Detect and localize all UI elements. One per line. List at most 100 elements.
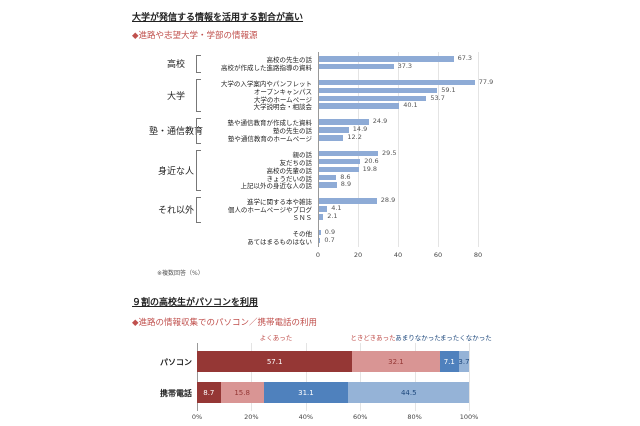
bar-label: 高校の先輩の話	[266, 166, 313, 175]
headline-2: ９割の高校生がパソコンを利用	[132, 298, 259, 308]
bar-label: 塾や通信教育のホームページ	[227, 135, 312, 143]
bar-label: 個人のホームページやブログ	[227, 206, 312, 215]
bar-label: 大学のホームページ	[253, 95, 312, 104]
bar	[319, 56, 454, 62]
bar	[319, 158, 361, 165]
group-bracket	[196, 149, 201, 192]
data-label: 40.1	[403, 101, 418, 110]
subtitle-1: ◆進路や志望大学・学部の情報源	[132, 31, 258, 41]
chart-note: ※複数回答（%）	[157, 270, 204, 277]
bar-label: オープンキャンパス	[253, 87, 312, 96]
data-label: 28.9	[380, 196, 396, 205]
bar	[319, 87, 438, 94]
bar	[319, 229, 321, 236]
gridline	[251, 343, 253, 411]
gridline	[414, 343, 416, 411]
data-label: 0.7	[324, 235, 335, 244]
bar	[319, 135, 344, 141]
group-label: 塾・通信教育	[148, 127, 203, 138]
x-tick-label: 20	[353, 251, 363, 259]
bar	[319, 166, 359, 173]
data-label: 14.9	[352, 125, 368, 134]
bar	[319, 103, 400, 109]
bar	[319, 182, 337, 188]
legend-label: ときどきあった	[350, 334, 396, 342]
group-bracket	[196, 78, 201, 113]
gridline	[197, 343, 198, 411]
bar	[319, 63, 394, 70]
bar-label: 高校が作成した進路指導の資料	[221, 63, 312, 72]
data-label: 0.9	[324, 227, 336, 236]
group-bracket	[196, 197, 201, 223]
bar	[319, 206, 328, 212]
gridline	[305, 343, 307, 411]
legend-label: あまりなかった	[395, 334, 441, 342]
data-label: 8.6	[340, 172, 351, 181]
bar-label: きょうだいの話	[266, 174, 313, 183]
legend-label: まったくなかった	[440, 334, 492, 342]
gridline	[398, 52, 399, 247]
bar-label: 塾の先生の話	[273, 127, 312, 136]
data-label: 8.9	[340, 180, 352, 189]
bar-label: 友だちの話	[279, 158, 313, 167]
bar	[319, 79, 475, 86]
bar-label: 進学に関する本や雑誌	[247, 198, 312, 207]
data-label: 19.8	[362, 164, 378, 173]
bar-label: 親の話	[292, 150, 313, 159]
data-label: 20.6	[364, 156, 379, 165]
group-bracket	[196, 118, 201, 144]
bar	[319, 237, 321, 244]
bar-segment: 7.1	[439, 351, 459, 372]
bar	[319, 119, 369, 125]
bar	[319, 150, 378, 157]
bar-label: あてはまるものはない	[247, 237, 312, 246]
bar	[319, 214, 324, 220]
bar	[319, 127, 349, 133]
gridline	[469, 343, 470, 411]
data-label: 59.1	[441, 85, 456, 94]
subtitle-2: ◆進路の情報収集でのパソコン／携帯電話の利用	[132, 318, 318, 328]
gridline	[360, 343, 362, 411]
bar-segment: 57.1	[197, 351, 353, 372]
x-tick-label: 40%	[298, 413, 314, 421]
data-label: 77.9	[478, 77, 494, 86]
bar	[319, 198, 377, 204]
bar-label: ＳＮＳ	[292, 214, 313, 222]
headline-1: 大学が発信する情報を活用する割合が高い	[132, 13, 304, 23]
group-label: それ以外	[157, 206, 194, 217]
gridline	[478, 52, 479, 247]
bar-segment: 44.5	[348, 382, 470, 403]
x-tick-label: 100%	[459, 413, 479, 421]
data-label: 29.5	[382, 148, 397, 157]
x-tick-label: 80%	[407, 413, 422, 421]
x-tick-label: 0%	[191, 413, 203, 421]
bar	[319, 95, 427, 101]
x-tick-label: 60	[433, 251, 443, 259]
x-tick-label: 20%	[244, 413, 259, 421]
x-tick-label: 60%	[352, 413, 368, 421]
x-tick-label: 80	[473, 251, 483, 259]
bar-segment: 15.8	[220, 382, 264, 403]
data-label: 2.1	[327, 212, 338, 220]
bar-label: 塾や通信教育が作成した資料	[227, 119, 313, 128]
group-label: 高校	[166, 59, 185, 70]
category-label: 携帯電話	[160, 389, 192, 398]
bar-label: 高校の先生の話	[266, 56, 313, 64]
data-label: 37.3	[397, 61, 413, 70]
data-label: 67.3	[457, 54, 473, 62]
bar-segment: 32.1	[352, 351, 440, 372]
gridline	[318, 52, 319, 247]
group-label: 身近な人	[157, 166, 194, 177]
bar-label: 大学の入学案内やパンフレット	[220, 79, 312, 88]
data-label: 4.1	[331, 204, 342, 213]
group-label: 大学	[166, 91, 185, 102]
bar-segment: 31.1	[263, 382, 349, 403]
bar-label: その他	[292, 229, 313, 238]
data-label: 12.2	[347, 133, 362, 141]
category-label: パソコン	[160, 358, 192, 367]
bar-segment: 3.7	[458, 351, 470, 372]
group-bracket	[196, 55, 201, 73]
x-tick-label: 40	[393, 251, 403, 259]
bar-label: 大学説明会・相談会	[253, 103, 313, 112]
gridline	[438, 52, 439, 247]
